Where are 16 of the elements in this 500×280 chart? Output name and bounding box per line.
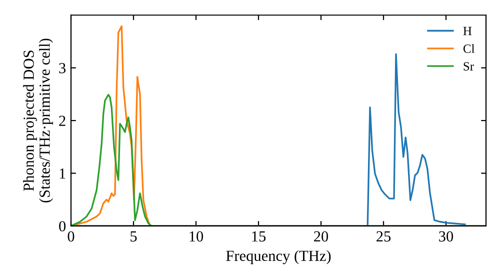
- x-axis-title: Frequency (THz): [226, 250, 331, 264]
- x-tick-label: 20: [314, 231, 328, 242]
- x-tick-label: 30: [439, 231, 454, 242]
- y-axis-title: Phonon projected DOS (States/THz·primitive cell): [23, 38, 53, 202]
- y-tick-label: 2: [59, 116, 66, 126]
- x-tick-label: 0: [68, 231, 74, 242]
- x-tick-label: 5: [130, 231, 137, 242]
- y-tick-label: 1: [60, 168, 66, 179]
- legend-label: Sr: [464, 62, 474, 71]
- y-tick-label: 3: [59, 63, 66, 74]
- x-tick-label: 10: [190, 231, 204, 242]
- legend-label: H: [463, 26, 472, 36]
- y-tick-label: 0: [59, 221, 66, 232]
- x-tick-label: 15: [252, 231, 266, 242]
- x-tick-label: 25: [376, 231, 391, 242]
- legend-label: Cl: [463, 44, 474, 53]
